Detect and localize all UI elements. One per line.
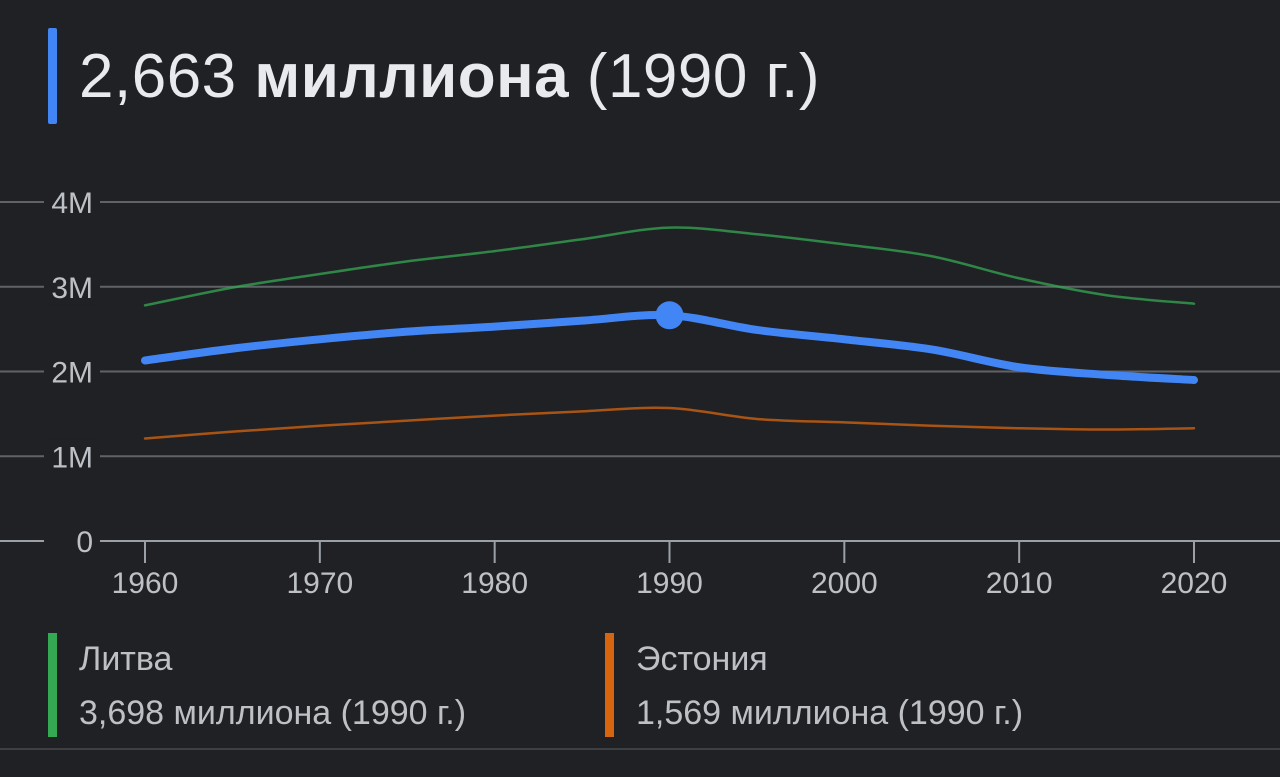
grid-lines <box>0 201 1280 542</box>
legend-text: Эстония 1,569 миллиона (1990 г.) <box>636 633 1023 737</box>
x-axis-ticks: 1960 1970 1980 1990 2000 2010 2020 <box>112 541 1228 600</box>
series-line-estonia[interactable] <box>143 406 1196 440</box>
header-unit: миллиона <box>254 41 570 111</box>
bottom-divider <box>0 748 1280 750</box>
header-accent-bar <box>48 28 57 124</box>
x-tick-label: 2010 <box>986 567 1053 600</box>
legend-color-bar <box>605 633 614 737</box>
legend-item-estonia[interactable]: Эстония 1,569 миллиона (1990 г.) <box>605 633 1023 737</box>
chart-header: 2,663 миллиона (1990 г.) <box>48 28 820 124</box>
y-tick-label-bg <box>44 184 100 220</box>
x-tick-label: 1980 <box>461 567 528 600</box>
legend-name: Эстония <box>636 640 768 678</box>
x-tick-label: 1960 <box>112 567 179 600</box>
header-value: 2,663 <box>79 41 237 111</box>
highlight-marker <box>655 301 684 330</box>
legend-value: 1,569 миллиона (1990 г.) <box>636 694 1024 732</box>
y-tick-label: 2M <box>51 357 93 390</box>
highlight-point <box>655 301 684 330</box>
y-tick-label-bg <box>44 353 100 390</box>
y-tick-label: 0 <box>76 526 93 559</box>
y-axis-ticks: 0 1M 2M 3M 4M <box>44 184 100 559</box>
header-year: (1990 г.) <box>586 41 821 111</box>
header-title: 2,663 миллиона (1990 г.) <box>79 41 820 112</box>
series-line-lithuania[interactable] <box>143 226 1196 307</box>
legend-text: Литва 3,698 миллиона (1990 г.) <box>79 633 466 737</box>
y-tick-label-bg <box>44 523 100 559</box>
series-lines[interactable] <box>141 226 1198 440</box>
legend-value: 3,698 миллиона (1990 г.) <box>79 694 467 732</box>
legend-color-bar <box>48 633 57 737</box>
legend-name: Литва <box>79 640 173 678</box>
y-tick-label: 1M <box>51 441 93 474</box>
legend-item-lithuania[interactable]: Литва 3,698 миллиона (1990 г.) <box>48 633 466 737</box>
x-tick-label: 1990 <box>636 567 703 600</box>
y-tick-label: 4M <box>51 187 93 220</box>
y-tick-label-bg <box>44 268 100 305</box>
x-tick-label: 2020 <box>1161 567 1228 600</box>
x-tick-label: 2000 <box>811 567 878 600</box>
x-tick-label: 1970 <box>286 567 353 600</box>
y-tick-label: 3M <box>51 272 93 305</box>
y-tick-label-bg <box>44 438 100 475</box>
